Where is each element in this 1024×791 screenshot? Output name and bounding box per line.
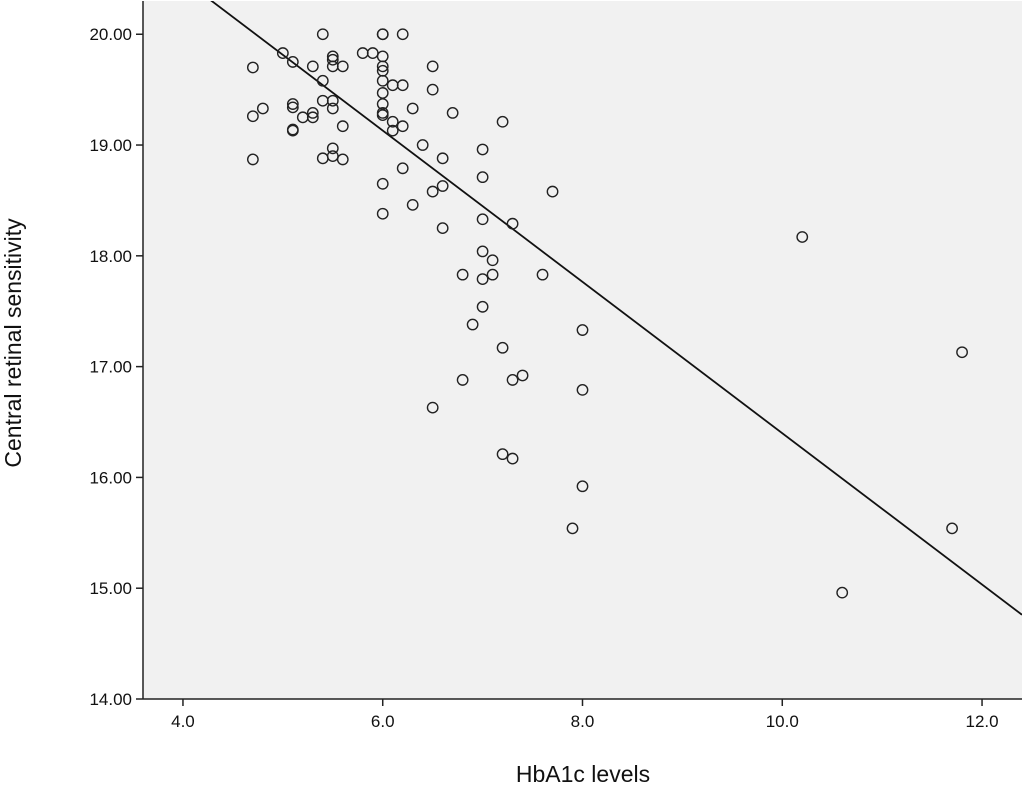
data-point: [496, 115, 509, 128]
data-point: [566, 522, 579, 535]
data-points: [246, 28, 968, 599]
data-point: [316, 28, 329, 41]
y-tick-label: 15.00: [89, 579, 132, 598]
data-point: [336, 60, 349, 73]
data-point: [476, 143, 489, 156]
data-point: [326, 142, 339, 155]
data-point: [286, 98, 299, 110]
data-point: [376, 207, 389, 220]
data-point: [396, 28, 409, 41]
data-point: [496, 448, 509, 461]
data-point: [946, 522, 958, 535]
data-point: [456, 374, 469, 386]
y-tick-label: 16.00: [89, 468, 132, 487]
data-point: [516, 369, 529, 382]
data-point: [306, 60, 319, 73]
data-point: [836, 586, 849, 599]
data-point: [326, 53, 339, 66]
x-axis-title: HbA1c levels: [516, 761, 650, 787]
data-point: [286, 101, 299, 114]
data-point: [306, 107, 319, 119]
y-tick-label: 14.00: [89, 690, 132, 709]
data-point: [956, 346, 968, 359]
y-tick-label: 19.00: [89, 136, 132, 155]
data-point: [576, 324, 589, 336]
data-point: [396, 162, 409, 175]
data-point: [316, 74, 329, 87]
y-ticks: 14.00 15.00 16.00 17.00 18.00 19.00 20.00: [89, 25, 143, 709]
x-ticks: 4.0 6.0 8.0 10.0 12.0: [171, 699, 999, 731]
y-tick-label: 20.00: [89, 25, 132, 44]
data-point: [426, 60, 439, 73]
data-point: [426, 83, 439, 96]
data-point: [496, 341, 509, 354]
data-point: [426, 401, 439, 414]
data-point: [246, 153, 259, 166]
data-point: [536, 268, 549, 281]
data-point: [506, 452, 519, 465]
data-point: [376, 109, 389, 122]
data-point: [386, 115, 399, 128]
x-tick-label: 8.0: [571, 712, 595, 731]
data-point: [476, 245, 489, 258]
data-point: [406, 102, 419, 115]
data-point: [456, 268, 469, 281]
data-point: [276, 47, 289, 59]
data-point: [246, 110, 259, 123]
fit-line-layer: [210, 1, 1022, 616]
data-point: [406, 198, 419, 211]
data-point: [486, 268, 499, 281]
data-point: [306, 111, 319, 124]
data-point: [386, 124, 399, 137]
data-point: [336, 153, 349, 166]
data-point: [376, 60, 389, 73]
data-point: [796, 231, 809, 243]
data-point: [476, 273, 489, 285]
data-point: [396, 79, 409, 92]
y-axis-title: Central retinal sensitivity: [0, 218, 26, 468]
data-point: [576, 480, 589, 493]
data-point: [546, 185, 559, 198]
data-point: [436, 222, 449, 235]
data-point: [436, 152, 449, 165]
data-point: [466, 318, 479, 331]
data-point: [336, 120, 349, 133]
data-point: [326, 102, 339, 115]
x-tick-label: 6.0: [371, 712, 395, 731]
data-point: [246, 61, 259, 74]
data-point: [506, 374, 519, 386]
data-point: [476, 171, 489, 184]
data-point: [326, 94, 339, 107]
data-point: [376, 28, 389, 41]
data-point: [576, 383, 589, 396]
data-point: [506, 217, 519, 230]
data-point: [376, 177, 389, 190]
data-point: [286, 56, 299, 68]
data-point: [486, 254, 499, 267]
x-tick-label: 12.0: [965, 712, 998, 731]
plot-area: [143, 1, 1022, 699]
data-point: [436, 180, 449, 192]
y-tick-label: 17.00: [89, 358, 132, 377]
data-point: [376, 74, 389, 87]
data-point: [416, 139, 429, 151]
x-tick-label: 10.0: [766, 712, 799, 731]
data-point: [256, 102, 269, 115]
data-point: [286, 124, 299, 137]
y-tick-label: 18.00: [89, 247, 132, 266]
data-point: [476, 300, 489, 313]
x-tick-label: 4.0: [171, 712, 195, 731]
regression-line: [210, 1, 1022, 616]
data-point: [446, 107, 459, 119]
data-point: [396, 120, 409, 133]
data-point: [476, 213, 489, 226]
data-point: [426, 185, 439, 198]
